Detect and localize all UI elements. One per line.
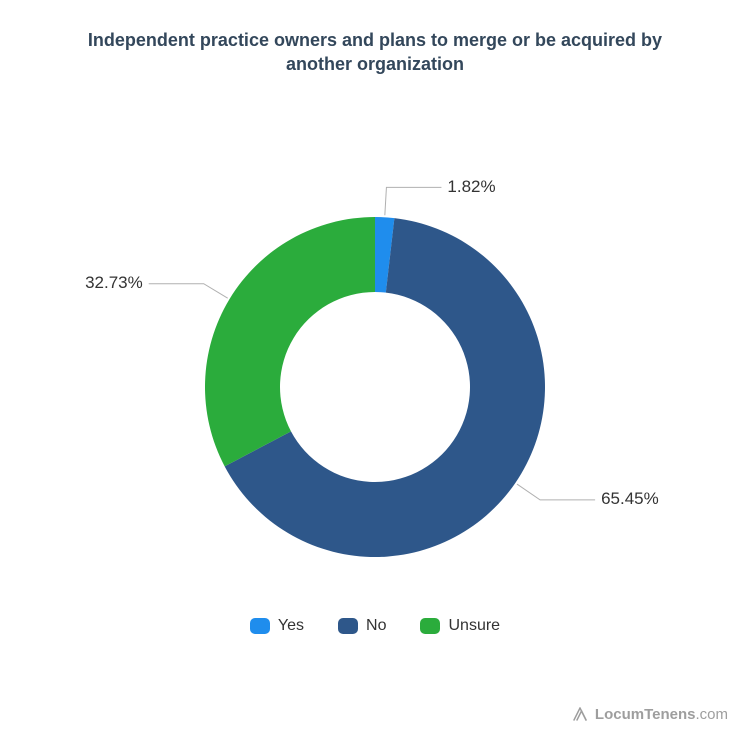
- legend-item-unsure: Unsure: [420, 617, 500, 635]
- donut-chart: [0, 87, 750, 607]
- legend-swatch: [420, 618, 440, 634]
- slice-label-no: 65.45%: [601, 489, 659, 509]
- leader-line: [385, 187, 442, 215]
- leader-line: [149, 283, 228, 297]
- brand-icon: [571, 705, 589, 723]
- legend-item-yes: Yes: [250, 617, 304, 635]
- chart-title: Independent practice owners and plans to…: [0, 0, 750, 87]
- legend-label: Yes: [278, 617, 304, 635]
- legend-swatch: [338, 618, 358, 634]
- chart-area: 1.82% 65.45% 32.73%: [0, 87, 750, 607]
- legend-label: Unsure: [448, 617, 500, 635]
- legend: Yes No Unsure: [0, 617, 750, 635]
- legend-swatch: [250, 618, 270, 634]
- legend-item-no: No: [338, 617, 386, 635]
- slice-label-yes: 1.82%: [447, 177, 495, 197]
- brand-text-bold: LocumTenens: [595, 706, 696, 723]
- slice-label-unsure: 32.73%: [85, 273, 143, 293]
- donut-slice-unsure: [205, 217, 375, 466]
- leader-line: [517, 484, 595, 500]
- brand-footer: LocumTenens.com: [571, 705, 728, 723]
- brand-text-light: .com: [695, 706, 728, 723]
- legend-label: No: [366, 617, 386, 635]
